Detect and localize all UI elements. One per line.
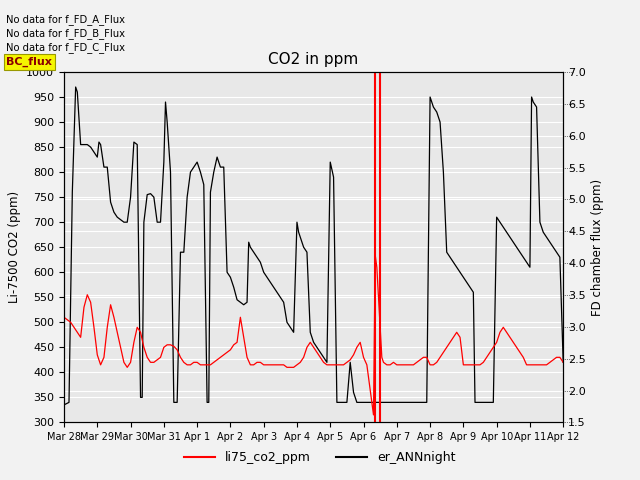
Text: No data for f_FD_C_Flux: No data for f_FD_C_Flux	[6, 42, 125, 53]
Text: No data for f_FD_A_Flux: No data for f_FD_A_Flux	[6, 13, 125, 24]
Y-axis label: Li-7500 CO2 (ppm): Li-7500 CO2 (ppm)	[8, 191, 20, 303]
Legend: li75_co2_ppm, er_ANNnight: li75_co2_ppm, er_ANNnight	[179, 446, 461, 469]
Title: CO2 in ppm: CO2 in ppm	[268, 52, 359, 67]
Text: BC_flux: BC_flux	[6, 57, 52, 67]
Y-axis label: FD chamber flux (ppm): FD chamber flux (ppm)	[591, 179, 604, 316]
Text: No data for f_FD_B_Flux: No data for f_FD_B_Flux	[6, 28, 125, 39]
